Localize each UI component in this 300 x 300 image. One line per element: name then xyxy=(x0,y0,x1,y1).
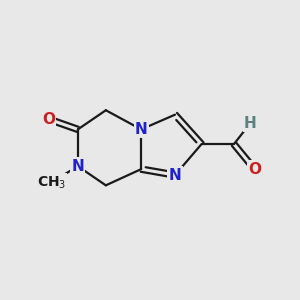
Text: N: N xyxy=(71,159,84,174)
Text: O: O xyxy=(248,162,261,177)
Text: N: N xyxy=(169,167,182,182)
Text: O: O xyxy=(42,112,55,127)
Text: H: H xyxy=(244,116,256,131)
Text: N: N xyxy=(135,122,148,137)
Text: CH$_3$: CH$_3$ xyxy=(37,174,66,190)
